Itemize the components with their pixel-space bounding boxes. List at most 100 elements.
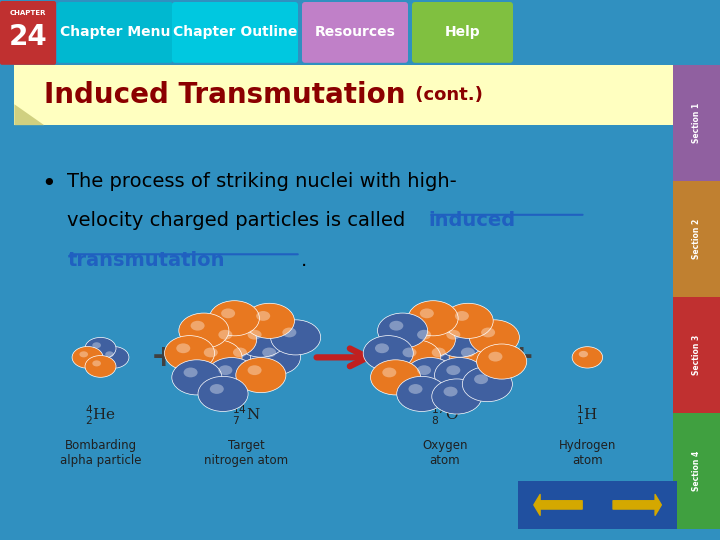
Text: induced: induced — [428, 211, 516, 230]
Circle shape — [397, 376, 447, 411]
FancyBboxPatch shape — [673, 297, 720, 413]
Circle shape — [477, 344, 527, 379]
Text: transmutation: transmutation — [68, 251, 225, 269]
Circle shape — [248, 330, 261, 340]
Circle shape — [210, 301, 259, 336]
Circle shape — [462, 367, 513, 402]
Circle shape — [221, 308, 235, 318]
FancyBboxPatch shape — [302, 2, 408, 63]
Circle shape — [204, 348, 217, 357]
Text: velocity charged particles is called: velocity charged particles is called — [68, 211, 412, 230]
Circle shape — [248, 365, 261, 375]
Circle shape — [420, 308, 434, 318]
Circle shape — [488, 352, 503, 362]
Circle shape — [461, 348, 475, 357]
Circle shape — [572, 347, 603, 368]
FancyBboxPatch shape — [673, 181, 720, 297]
Circle shape — [164, 336, 215, 371]
FancyBboxPatch shape — [14, 65, 677, 125]
Text: Section 4: Section 4 — [692, 451, 701, 491]
Text: 24: 24 — [9, 23, 48, 51]
Circle shape — [446, 365, 460, 375]
Text: Hydrogen
atom: Hydrogen atom — [559, 438, 616, 467]
Text: .: . — [300, 251, 307, 269]
Circle shape — [375, 343, 389, 353]
Circle shape — [474, 374, 488, 384]
FancyBboxPatch shape — [172, 2, 298, 63]
Circle shape — [79, 352, 88, 357]
Circle shape — [444, 387, 458, 396]
Text: Section 2: Section 2 — [692, 219, 701, 259]
FancyBboxPatch shape — [57, 2, 173, 63]
Circle shape — [218, 365, 233, 375]
Text: $^{17}_{8}$O: $^{17}_{8}$O — [431, 404, 459, 427]
Circle shape — [236, 322, 286, 357]
Text: The process of striking nuclei with high-: The process of striking nuclei with high… — [68, 172, 457, 191]
FancyBboxPatch shape — [673, 65, 720, 181]
Circle shape — [218, 330, 233, 340]
Circle shape — [449, 340, 499, 375]
FancyArrowPatch shape — [534, 495, 582, 515]
Circle shape — [391, 340, 441, 375]
Circle shape — [105, 352, 114, 357]
Text: Chapter Menu: Chapter Menu — [60, 25, 170, 39]
Text: +: + — [150, 343, 176, 372]
Circle shape — [435, 357, 485, 393]
FancyBboxPatch shape — [673, 413, 720, 529]
Text: Section 1: Section 1 — [692, 103, 701, 143]
Circle shape — [172, 360, 222, 395]
FancyBboxPatch shape — [412, 2, 513, 63]
Circle shape — [390, 321, 403, 330]
Circle shape — [432, 348, 446, 357]
Circle shape — [207, 322, 256, 357]
Circle shape — [579, 351, 588, 357]
Circle shape — [432, 379, 482, 414]
Text: Target
nitrogen atom: Target nitrogen atom — [204, 438, 288, 467]
Polygon shape — [14, 104, 44, 125]
Circle shape — [210, 384, 224, 394]
Circle shape — [402, 348, 416, 357]
Circle shape — [192, 340, 242, 375]
Circle shape — [191, 321, 204, 330]
Circle shape — [408, 301, 458, 336]
Circle shape — [417, 330, 431, 340]
Text: $^{1}_{1}$H: $^{1}_{1}$H — [577, 404, 598, 427]
Circle shape — [443, 303, 493, 339]
Circle shape — [179, 313, 229, 348]
Circle shape — [221, 340, 271, 375]
Text: Chapter Outline: Chapter Outline — [173, 25, 297, 39]
FancyArrowPatch shape — [613, 495, 662, 515]
Circle shape — [176, 343, 190, 353]
Circle shape — [207, 357, 256, 393]
FancyBboxPatch shape — [510, 481, 685, 529]
Text: $^{14}_{7}$N: $^{14}_{7}$N — [232, 404, 261, 427]
Circle shape — [377, 313, 428, 348]
Circle shape — [382, 368, 396, 377]
Circle shape — [184, 368, 197, 377]
Circle shape — [371, 360, 420, 395]
Circle shape — [271, 320, 320, 355]
Circle shape — [198, 376, 248, 411]
Circle shape — [72, 347, 103, 368]
Circle shape — [85, 355, 116, 377]
Circle shape — [417, 365, 431, 375]
Text: Section 3: Section 3 — [692, 335, 701, 375]
FancyBboxPatch shape — [0, 1, 56, 65]
Circle shape — [420, 340, 470, 375]
Circle shape — [405, 357, 455, 393]
Circle shape — [363, 336, 413, 371]
Text: Bombarding
alpha particle: Bombarding alpha particle — [60, 438, 141, 467]
Circle shape — [408, 384, 423, 394]
Text: CHAPTER: CHAPTER — [10, 10, 46, 16]
Text: +: + — [508, 343, 534, 372]
Circle shape — [85, 338, 116, 359]
Text: $^{4}_{2}$He: $^{4}_{2}$He — [85, 404, 116, 427]
Circle shape — [236, 357, 286, 393]
Circle shape — [446, 330, 460, 340]
Text: Resources: Resources — [315, 25, 395, 39]
Text: Induced Transmutation: Induced Transmutation — [44, 81, 405, 109]
Text: Oxygen
atom: Oxygen atom — [422, 438, 468, 467]
Circle shape — [251, 340, 300, 375]
Text: •: • — [41, 172, 55, 195]
Circle shape — [469, 320, 519, 355]
